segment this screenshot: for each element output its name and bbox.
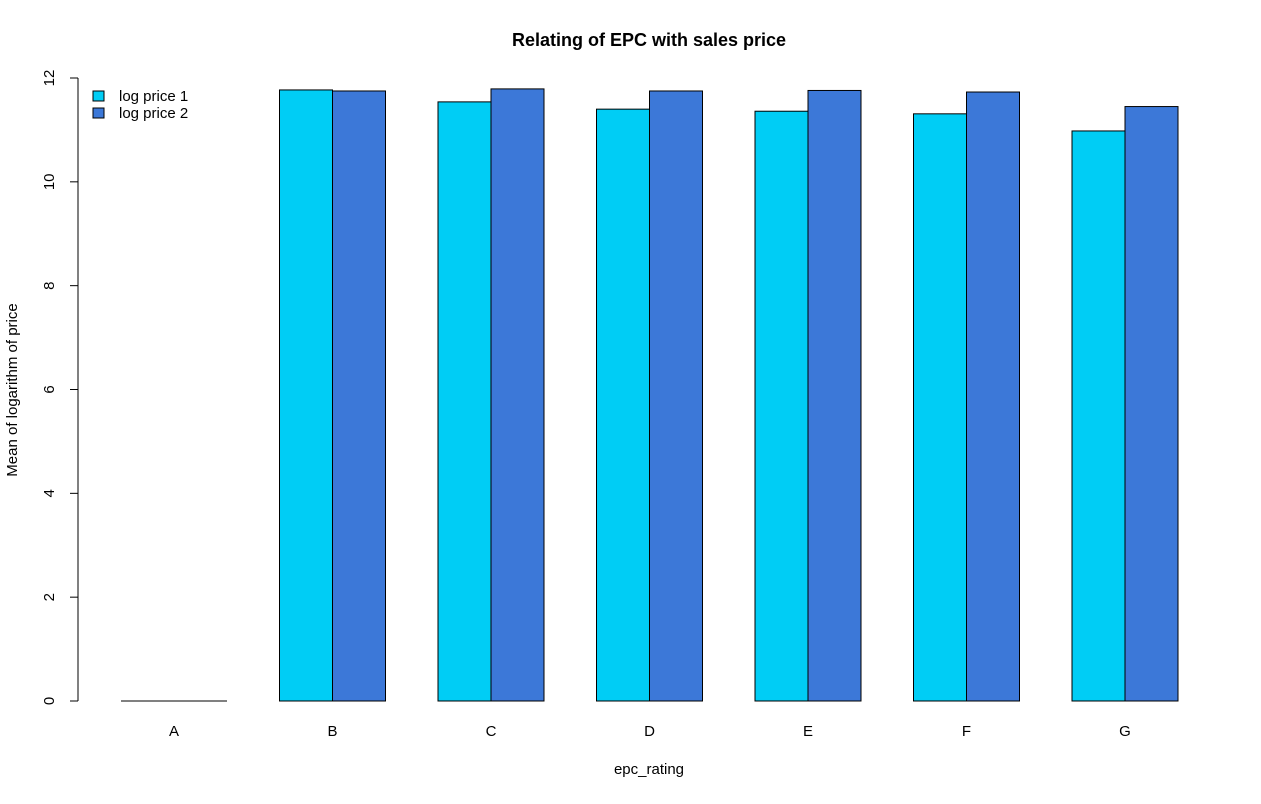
bar (1124, 106, 1179, 702)
y-tick-label: 0 (41, 697, 58, 705)
legend-label: log price 1 (119, 88, 188, 105)
bar (649, 90, 703, 702)
y-axis-label: Mean of logarithm of price (4, 303, 21, 476)
x-tick-label: E (803, 723, 813, 740)
y-tick-label: 4 (41, 489, 58, 497)
x-tick-label: D (644, 723, 655, 740)
legend-swatch (92, 90, 105, 102)
bar (807, 89, 862, 702)
x-tick-label: B (327, 723, 337, 740)
x-axis-label: epc_rating (614, 761, 684, 778)
bar (279, 89, 333, 702)
bar (913, 113, 967, 702)
bar (1071, 130, 1126, 702)
y-tick-label: 2 (41, 593, 58, 601)
y-axis: 0 2 4 6 8 10 12 (41, 70, 79, 705)
x-tick-labels: A B C D E F G (169, 723, 1131, 740)
bar (596, 108, 650, 702)
bar (966, 91, 1020, 702)
bars-group (121, 88, 1179, 702)
x-tick-label: C (486, 723, 497, 740)
bar (332, 90, 386, 702)
bar (437, 101, 492, 702)
y-tick-label: 6 (41, 385, 58, 393)
y-tick-label: 10 (41, 173, 58, 190)
x-tick-label: G (1119, 723, 1131, 740)
bar (490, 88, 545, 702)
legend-label: log price 2 (119, 105, 188, 122)
legend-swatch (92, 107, 105, 119)
chart-title: Relating of EPC with sales price (512, 30, 786, 50)
bar (754, 110, 809, 702)
y-tick-label: 12 (41, 70, 58, 87)
x-tick-label: A (169, 723, 179, 740)
x-tick-label: F (962, 723, 971, 740)
y-tick-label: 8 (41, 281, 58, 289)
